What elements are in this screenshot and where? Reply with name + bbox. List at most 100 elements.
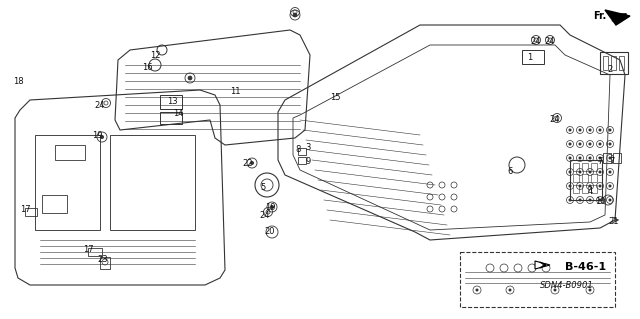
- Bar: [88, 248, 102, 256]
- Circle shape: [609, 184, 611, 188]
- Text: 4: 4: [588, 188, 593, 197]
- Text: 13: 13: [166, 98, 177, 107]
- Bar: [613, 153, 621, 163]
- Circle shape: [598, 170, 602, 174]
- Circle shape: [589, 157, 591, 160]
- Text: B-46-1: B-46-1: [565, 262, 606, 272]
- Circle shape: [568, 157, 572, 160]
- Circle shape: [589, 129, 591, 131]
- Bar: [100, 257, 110, 269]
- Bar: [591, 174, 597, 182]
- Bar: [42, 195, 67, 213]
- Circle shape: [100, 135, 104, 139]
- Circle shape: [589, 170, 591, 174]
- Bar: [591, 185, 597, 193]
- Circle shape: [579, 184, 582, 188]
- Circle shape: [568, 170, 572, 174]
- Bar: [603, 56, 608, 70]
- Text: 20: 20: [265, 227, 275, 236]
- Circle shape: [579, 143, 582, 145]
- Bar: [298, 148, 306, 155]
- Bar: [460, 252, 615, 307]
- Text: 11: 11: [230, 87, 240, 97]
- Circle shape: [293, 13, 297, 17]
- Bar: [619, 56, 624, 70]
- Bar: [600, 52, 628, 74]
- Text: 7: 7: [597, 158, 603, 167]
- Text: 22: 22: [243, 159, 253, 167]
- Text: 19: 19: [265, 203, 275, 211]
- Circle shape: [609, 157, 611, 160]
- Circle shape: [598, 157, 602, 160]
- Circle shape: [598, 198, 602, 202]
- Bar: [25, 208, 37, 216]
- Text: SDN4-B0901: SDN4-B0901: [540, 280, 594, 290]
- Circle shape: [509, 288, 511, 292]
- Circle shape: [589, 198, 591, 202]
- Circle shape: [609, 170, 611, 174]
- Circle shape: [579, 198, 582, 202]
- Circle shape: [568, 198, 572, 202]
- Circle shape: [589, 184, 591, 188]
- Text: 17: 17: [20, 205, 30, 214]
- Bar: [522, 50, 544, 64]
- Circle shape: [188, 76, 192, 80]
- Bar: [570, 160, 602, 200]
- Bar: [573, 174, 579, 182]
- Text: 6: 6: [508, 167, 513, 176]
- Text: 17: 17: [83, 246, 93, 255]
- Circle shape: [598, 143, 602, 145]
- Polygon shape: [535, 261, 550, 269]
- Text: 5: 5: [260, 183, 266, 192]
- Circle shape: [568, 129, 572, 131]
- Bar: [611, 56, 616, 70]
- Circle shape: [579, 170, 582, 174]
- Text: 8: 8: [295, 145, 301, 154]
- Bar: [55, 145, 85, 160]
- Circle shape: [598, 184, 602, 188]
- Circle shape: [609, 129, 611, 131]
- Circle shape: [609, 143, 611, 145]
- Bar: [582, 174, 588, 182]
- Bar: [298, 157, 306, 164]
- Bar: [160, 112, 182, 124]
- Text: 1: 1: [527, 54, 532, 63]
- Text: 24: 24: [260, 211, 270, 219]
- Circle shape: [579, 157, 582, 160]
- Text: 24: 24: [545, 38, 556, 47]
- Circle shape: [568, 184, 572, 188]
- Text: 2: 2: [607, 65, 612, 75]
- Circle shape: [568, 143, 572, 145]
- Text: 15: 15: [330, 93, 340, 101]
- Circle shape: [598, 129, 602, 131]
- Circle shape: [589, 288, 591, 292]
- Circle shape: [609, 198, 611, 202]
- Circle shape: [250, 161, 254, 165]
- Bar: [573, 163, 579, 171]
- Circle shape: [554, 288, 557, 292]
- Text: 18: 18: [13, 78, 23, 86]
- Text: 14: 14: [173, 109, 183, 118]
- Circle shape: [579, 129, 582, 131]
- Bar: [582, 163, 588, 171]
- Bar: [573, 185, 579, 193]
- Text: 9: 9: [305, 158, 310, 167]
- Text: 24: 24: [550, 115, 560, 124]
- Circle shape: [476, 288, 479, 292]
- Text: 7: 7: [609, 158, 614, 167]
- Text: 24: 24: [95, 100, 105, 109]
- Text: 19: 19: [92, 130, 102, 139]
- Polygon shape: [605, 10, 630, 25]
- Bar: [160, 95, 182, 109]
- Text: 23: 23: [98, 256, 108, 264]
- Text: 12: 12: [150, 50, 160, 60]
- Text: 24: 24: [531, 38, 541, 47]
- Circle shape: [589, 143, 591, 145]
- Bar: [582, 185, 588, 193]
- Bar: [603, 153, 611, 163]
- Text: 21: 21: [609, 218, 620, 226]
- Text: 3: 3: [305, 144, 310, 152]
- Circle shape: [270, 205, 274, 209]
- Text: Fr.: Fr.: [593, 11, 606, 21]
- Text: 16: 16: [141, 63, 152, 72]
